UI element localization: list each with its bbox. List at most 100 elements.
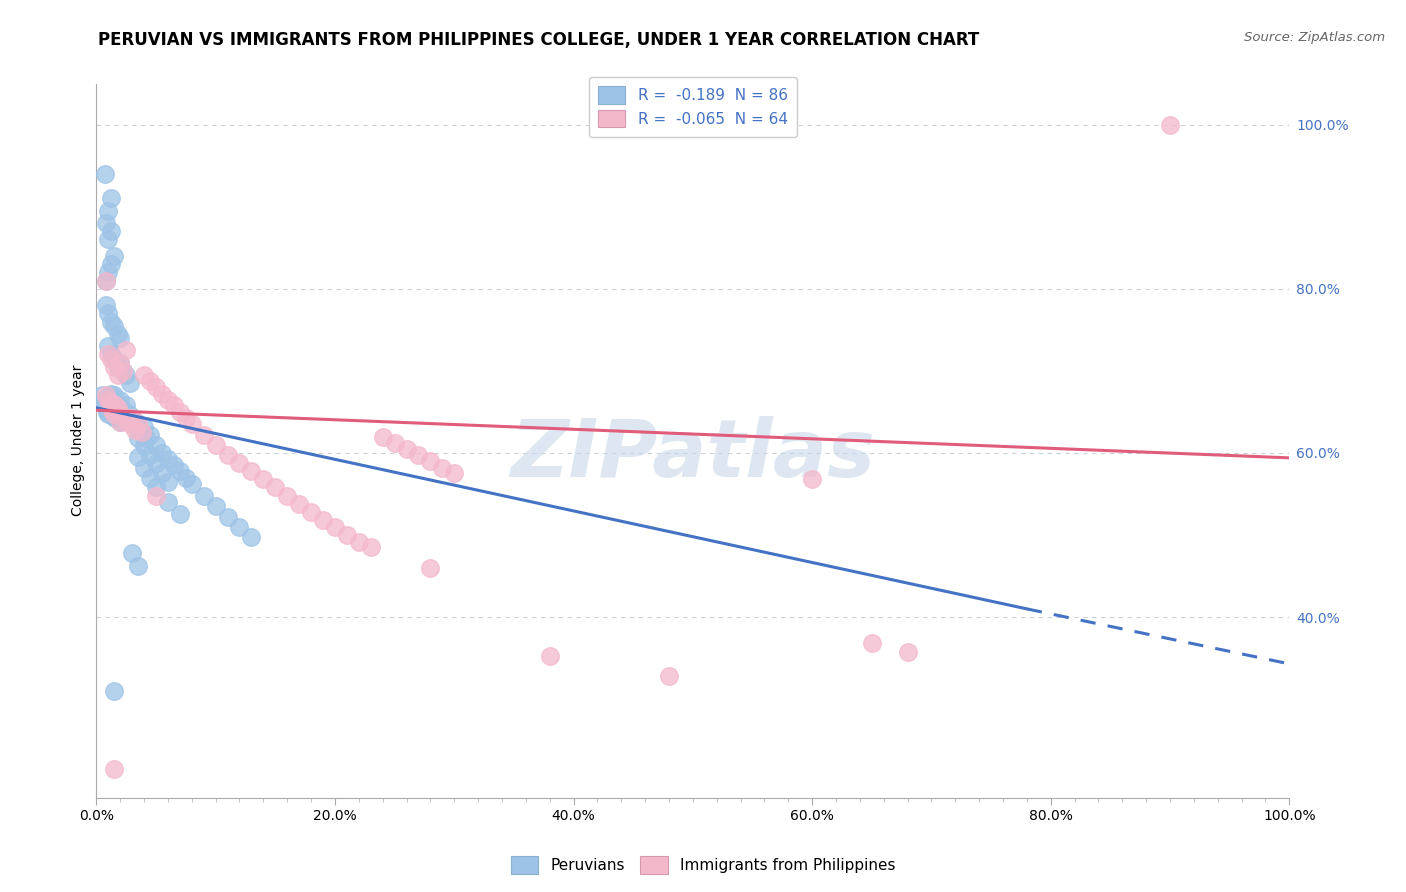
Point bbox=[347, 534, 370, 549]
Point bbox=[132, 460, 155, 475]
Point bbox=[101, 392, 124, 406]
Point bbox=[163, 398, 186, 412]
Point bbox=[105, 401, 128, 415]
Point bbox=[240, 464, 263, 478]
Point bbox=[360, 541, 382, 555]
Point bbox=[180, 417, 202, 432]
Point bbox=[896, 644, 918, 658]
Point bbox=[145, 489, 167, 503]
Point bbox=[127, 450, 149, 464]
Text: Source: ZipAtlas.com: Source: ZipAtlas.com bbox=[1244, 31, 1385, 45]
Point bbox=[94, 274, 117, 288]
Point bbox=[97, 203, 120, 218]
Point bbox=[139, 448, 162, 462]
Point bbox=[145, 456, 167, 470]
Point bbox=[150, 386, 173, 401]
Point bbox=[101, 409, 124, 423]
Point bbox=[107, 401, 129, 415]
Point bbox=[117, 407, 139, 421]
Point bbox=[371, 429, 394, 443]
Point bbox=[97, 407, 120, 421]
Point bbox=[860, 636, 883, 650]
Point bbox=[150, 467, 173, 481]
Point bbox=[97, 397, 120, 411]
Point bbox=[121, 411, 143, 425]
Point bbox=[108, 415, 131, 429]
Legend: R =  -0.189  N = 86, R =  -0.065  N = 64: R = -0.189 N = 86, R = -0.065 N = 64 bbox=[589, 77, 797, 136]
Point bbox=[135, 431, 157, 445]
Point bbox=[204, 500, 226, 514]
Point bbox=[103, 318, 125, 333]
Point bbox=[108, 356, 131, 370]
Point bbox=[658, 669, 681, 683]
Point bbox=[93, 397, 115, 411]
Point bbox=[107, 359, 129, 374]
Point bbox=[174, 411, 197, 425]
Point bbox=[91, 388, 114, 402]
Point bbox=[193, 489, 215, 503]
Point bbox=[94, 298, 117, 312]
Point bbox=[103, 351, 125, 366]
Text: ZIPatlas: ZIPatlas bbox=[510, 416, 876, 494]
Point bbox=[104, 411, 127, 425]
Point bbox=[98, 395, 121, 409]
Point bbox=[131, 425, 153, 440]
Point bbox=[132, 439, 155, 453]
Point bbox=[139, 428, 162, 442]
Point bbox=[139, 374, 162, 388]
Point bbox=[97, 392, 120, 407]
Point bbox=[115, 398, 138, 412]
Point bbox=[108, 356, 131, 370]
Point bbox=[156, 475, 179, 489]
Point bbox=[204, 438, 226, 452]
Point bbox=[107, 326, 129, 341]
Point bbox=[103, 684, 125, 698]
Point bbox=[124, 423, 146, 437]
Point bbox=[108, 407, 131, 421]
Y-axis label: College, Under 1 year: College, Under 1 year bbox=[72, 365, 86, 516]
Point bbox=[156, 495, 179, 509]
Point bbox=[276, 489, 298, 503]
Point bbox=[108, 405, 131, 419]
Point bbox=[299, 505, 322, 519]
Point bbox=[323, 520, 346, 534]
Point bbox=[100, 191, 122, 205]
Text: PERUVIAN VS IMMIGRANTS FROM PHILIPPINES COLLEGE, UNDER 1 YEAR CORRELATION CHART: PERUVIAN VS IMMIGRANTS FROM PHILIPPINES … bbox=[98, 31, 980, 49]
Point bbox=[97, 306, 120, 320]
Point bbox=[443, 467, 465, 481]
Point bbox=[111, 364, 134, 378]
Point bbox=[217, 448, 239, 462]
Point bbox=[121, 411, 143, 425]
Point bbox=[118, 417, 141, 432]
Point bbox=[100, 257, 122, 271]
Point bbox=[118, 376, 141, 391]
Point bbox=[111, 403, 134, 417]
Point bbox=[107, 397, 129, 411]
Point bbox=[312, 513, 335, 527]
Point bbox=[180, 477, 202, 491]
Point bbox=[240, 530, 263, 544]
Point bbox=[97, 390, 120, 404]
Point bbox=[121, 546, 143, 560]
Point bbox=[1159, 118, 1181, 132]
Point bbox=[538, 649, 561, 664]
Point bbox=[217, 510, 239, 524]
Point bbox=[100, 347, 122, 361]
Point bbox=[100, 351, 122, 366]
Point bbox=[132, 419, 155, 434]
Point bbox=[163, 458, 186, 473]
Point bbox=[94, 388, 117, 402]
Point bbox=[419, 454, 441, 468]
Point bbox=[145, 380, 167, 394]
Point bbox=[169, 405, 191, 419]
Point bbox=[93, 167, 115, 181]
Point bbox=[395, 442, 418, 456]
Point bbox=[100, 224, 122, 238]
Point bbox=[156, 392, 179, 407]
Point bbox=[103, 397, 125, 411]
Point bbox=[94, 274, 117, 288]
Point bbox=[156, 452, 179, 467]
Point bbox=[228, 520, 250, 534]
Point bbox=[115, 413, 138, 427]
Point bbox=[127, 417, 149, 432]
